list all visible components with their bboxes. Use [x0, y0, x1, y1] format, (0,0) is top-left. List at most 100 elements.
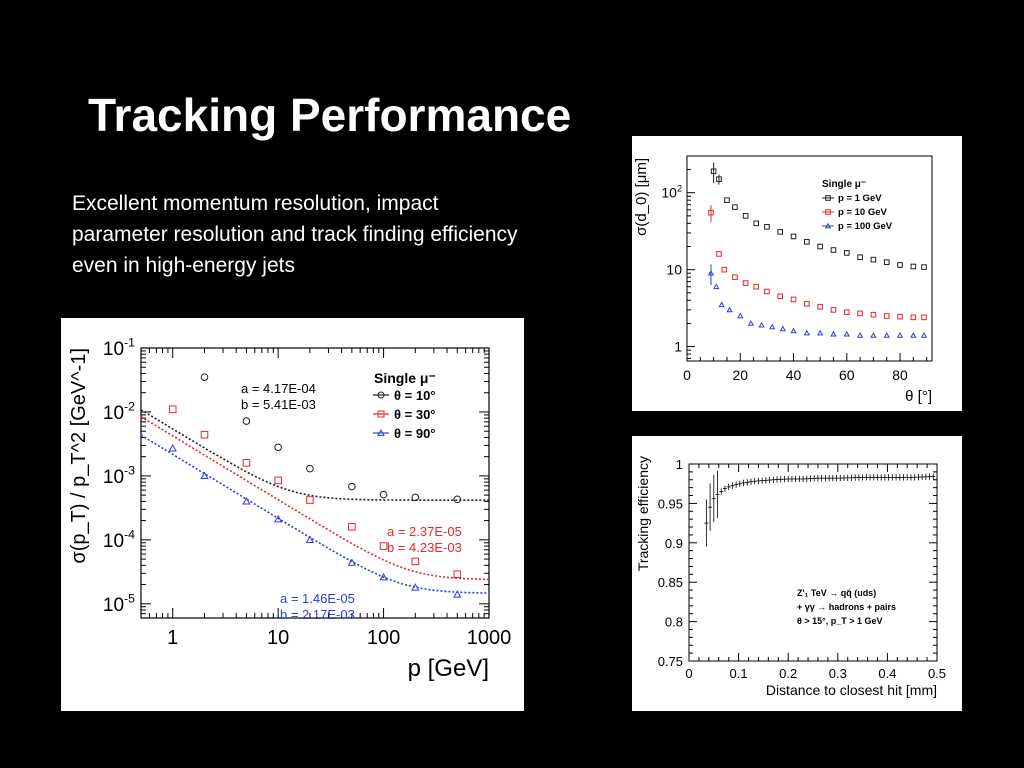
- tracking-efficiency-chart: 0 0.1 0.2 0.3 0.4 0.5 0.75 0.8 0.85 0.9 0.95 1 Dista…: [632, 436, 962, 711]
- y-tick-label: 10-1: [103, 335, 135, 360]
- legend-label: θ = 90°: [394, 426, 436, 441]
- data-point: [898, 314, 903, 319]
- data-point: [922, 333, 927, 337]
- momentum-resolution-svg: 1 10 100 1000 10-1 10-2 10-3 10-4 10-5 p [GeV] σ(p…: [61, 318, 524, 711]
- data-point: [871, 312, 876, 317]
- legend-label: θ = 10°: [394, 388, 436, 403]
- data-point: [844, 332, 849, 336]
- y-tick-label: 0.8: [665, 615, 683, 630]
- data-point: [898, 263, 903, 268]
- fit-param-b: b = 5.41E-03: [241, 397, 316, 412]
- data-point: [412, 558, 419, 565]
- data-point: [922, 315, 927, 320]
- data-point: [911, 333, 916, 337]
- data-point: [844, 310, 849, 315]
- legend-title: Single μ⁻: [374, 370, 436, 386]
- data-point: [831, 332, 836, 336]
- fit-param-a: a = 4.17E-04: [241, 381, 316, 396]
- data-point: [349, 483, 356, 490]
- data-point: [722, 267, 727, 272]
- data-point: [275, 477, 282, 484]
- y-tick-label: 0.75: [658, 654, 683, 669]
- data-point: [765, 225, 770, 230]
- data-point: [743, 214, 748, 219]
- x-tick-label: 0: [685, 666, 692, 681]
- data-point: [738, 314, 743, 318]
- slide-body-text: Excellent momentum resolution, impact pa…: [72, 188, 522, 281]
- data-point: [791, 329, 796, 333]
- data-point: [858, 311, 863, 316]
- slide: Tracking Performance Excellent momentum …: [0, 0, 1024, 768]
- legend-label: + γγ → hadrons + pairs: [797, 602, 896, 612]
- data-point: [349, 524, 356, 531]
- y-axis-label: σ(d_0) [μm]: [633, 158, 650, 236]
- x-tick-label: 0: [683, 367, 691, 383]
- x-tick-label: 0.5: [928, 666, 946, 681]
- legend-label: θ > 15°, p_T > 1 GeV: [797, 616, 883, 626]
- data-point: [243, 460, 250, 467]
- data-point: [454, 571, 461, 578]
- data-point: [911, 264, 916, 269]
- fit-param-b: b = 2.17E-03: [280, 607, 355, 622]
- legend-label: p = 10 GeV: [838, 207, 888, 218]
- tracking-efficiency-svg: 0 0.1 0.2 0.3 0.4 0.50.750.80.850.90.951Dista…: [632, 436, 962, 711]
- data-point: [858, 255, 863, 260]
- y-tick-label: 1: [674, 339, 682, 355]
- y-tick-label: 10-5: [103, 591, 135, 616]
- data-point: [749, 321, 754, 325]
- legend-title: Single μ⁻: [822, 179, 866, 190]
- series-1: [709, 205, 927, 319]
- legend-label: θ = 30°: [394, 407, 436, 422]
- data-point: [765, 289, 770, 294]
- impact-parameter-chart: 0 20 40 60 80 102 10 1 θ [°] σ(d_0) [μm] Single μ⁻…: [632, 136, 962, 411]
- fit-curve: [141, 410, 489, 501]
- fit-curve: [141, 435, 489, 593]
- data-point: [719, 302, 724, 306]
- data-point: [717, 252, 722, 257]
- data-point: [871, 257, 876, 262]
- data-point: [380, 543, 387, 550]
- data-point: [844, 251, 849, 256]
- x-tick-label: 60: [839, 367, 855, 383]
- data-point: [831, 308, 836, 313]
- data-point: [818, 244, 823, 249]
- data-point: [922, 265, 927, 270]
- plot-frame: [687, 156, 932, 361]
- x-tick-label: 1000: [467, 627, 512, 649]
- data-point: [754, 284, 759, 289]
- momentum-resolution-chart: 1 10 100 1000 10-1 10-2 10-3 10-4 10-5 p [GeV] σ(p…: [61, 318, 524, 711]
- x-tick-label: 0.2: [779, 666, 797, 681]
- data-point: [727, 308, 732, 312]
- x-tick-label: 20: [732, 367, 748, 383]
- data-point: [169, 445, 176, 451]
- data-point: [778, 294, 783, 299]
- y-axis-label: Tracking efficiency: [635, 456, 651, 571]
- x-tick-label: 40: [786, 367, 802, 383]
- series-0: [704, 471, 935, 547]
- data-point: [454, 496, 461, 503]
- impact-parameter-svg: 0 20 40 60 80102101θ [°]σ(d_0) [μm] Single μ⁻…: [632, 136, 962, 411]
- fit-param-a: a = 1.46E-05: [280, 591, 355, 606]
- data-point: [818, 331, 823, 335]
- y-tick-label: 0.9: [665, 536, 683, 551]
- data-point: [275, 444, 282, 451]
- x-tick-label: 100: [367, 627, 400, 649]
- y-tick-label: 10-4: [103, 527, 135, 552]
- data-point: [714, 284, 719, 288]
- data-point: [831, 248, 836, 253]
- x-tick-label: 80: [892, 367, 908, 383]
- legend-label: Z'₁ TeV → qq̄ (uds): [797, 588, 876, 598]
- data-point: [380, 491, 387, 498]
- data-point: [818, 304, 823, 309]
- data-point: [243, 418, 250, 425]
- y-tick-label: 0.95: [658, 496, 683, 511]
- data-point: [911, 315, 916, 320]
- fit-param-b: b = 4.23E-03: [387, 540, 462, 555]
- y-tick-label: 0.85: [658, 575, 683, 590]
- data-point: [454, 591, 461, 597]
- slide-title: Tracking Performance: [88, 88, 571, 142]
- x-tick-label: 0.1: [730, 666, 748, 681]
- data-point: [781, 327, 786, 331]
- data-point: [884, 260, 889, 265]
- data-point: [307, 497, 314, 504]
